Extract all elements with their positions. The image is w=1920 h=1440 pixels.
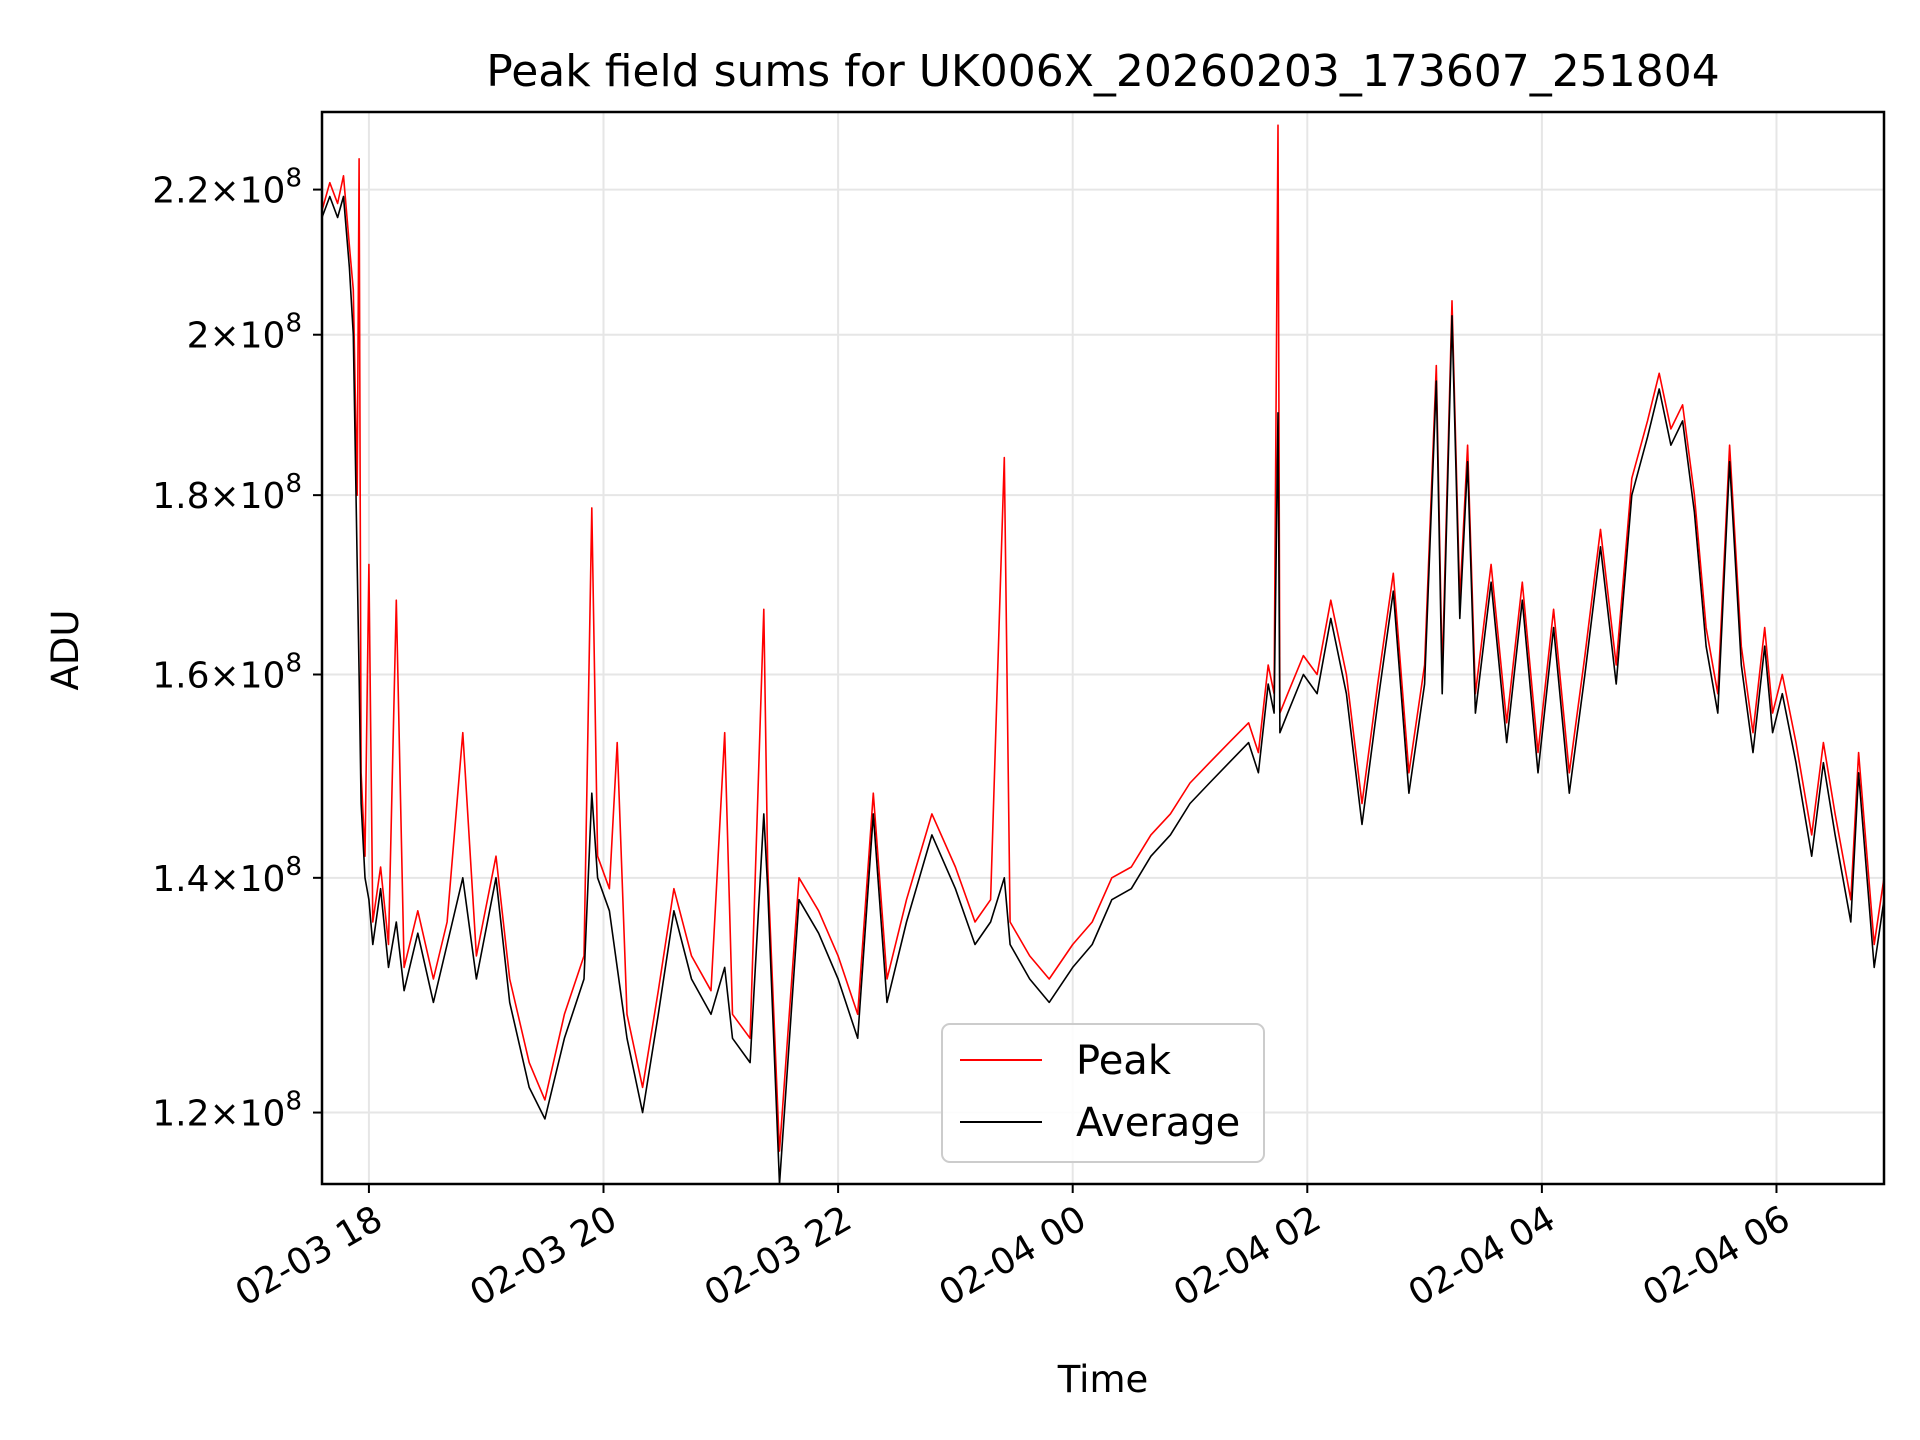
y-axis: 1.2×108 1.4×108 1.6×108 1.8×108 2×108 2.2×108 bbox=[152, 164, 322, 1135]
legend-label-average: Average bbox=[1076, 1100, 1240, 1146]
y-tick-label: 1.4×108 bbox=[152, 852, 302, 900]
y-tick-label: 2×108 bbox=[187, 309, 302, 357]
grid bbox=[322, 112, 1884, 1184]
y-tick-label: 2.2×108 bbox=[152, 164, 302, 212]
y-tick-label: 1.8×108 bbox=[152, 469, 302, 517]
series-line-average bbox=[322, 195, 1884, 1184]
y-tick-label: 1.2×108 bbox=[152, 1087, 302, 1135]
chart-title: Peak field sums for UK006X_20260203_1736… bbox=[486, 46, 1720, 97]
series-layer bbox=[322, 124, 1884, 1184]
x-axis-label: Time bbox=[1057, 1358, 1149, 1401]
legend-box bbox=[941, 1023, 1265, 1163]
y-axis-label: ADU bbox=[44, 610, 87, 691]
plot-frame bbox=[320, 110, 1886, 1186]
legend-label-peak: Peak bbox=[1076, 1038, 1172, 1084]
series-line-peak bbox=[322, 124, 1884, 1152]
y-tick-label: 1.6×108 bbox=[152, 649, 302, 697]
legend: Peak Average bbox=[941, 1023, 1265, 1163]
